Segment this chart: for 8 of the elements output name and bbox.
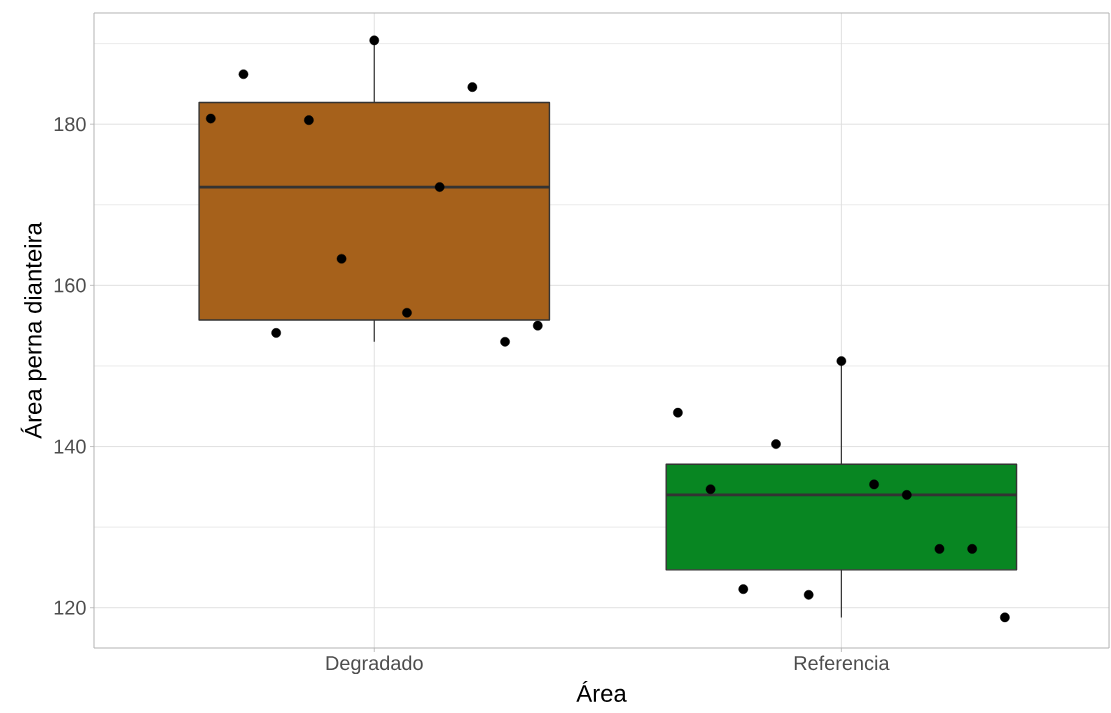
y-tick-label: 160	[54, 278, 86, 293]
y-axis-title: Área perna dianteira	[20, 222, 47, 439]
y-tick-label: 180	[54, 117, 86, 132]
y-tick-label: 120	[54, 600, 86, 615]
x-tick-label: Referencia	[794, 655, 890, 671]
y-tick-label: 140	[54, 439, 86, 454]
x-tick-label: Degradado	[326, 655, 423, 675]
x-axis-title: Área	[576, 680, 627, 702]
